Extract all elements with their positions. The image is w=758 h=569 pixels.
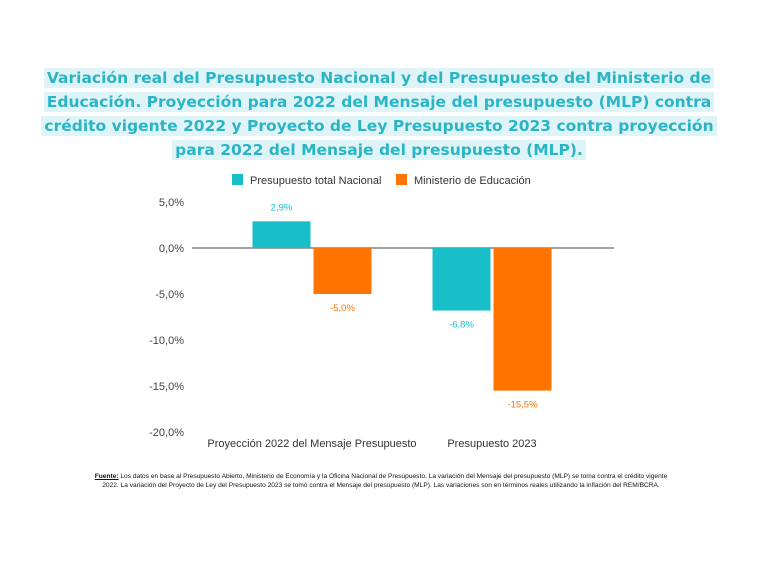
legend: Presupuesto total Nacional Ministerio de …: [232, 174, 531, 187]
data-label: -6,8%: [449, 320, 474, 331]
legend-swatch: [232, 174, 243, 185]
x-category-label: Presupuesto 2023: [447, 438, 536, 450]
y-tick-label: 0,0%: [159, 243, 184, 255]
y-tick-label: -5,0%: [155, 289, 184, 301]
y-tick-label: -15,0%: [149, 381, 184, 393]
x-category-label: Proyección 2022 del Mensaje Presupuesto: [207, 438, 416, 450]
bar: [432, 248, 491, 311]
data-label: -5,0%: [330, 303, 355, 314]
source-label: Fuente:: [94, 473, 119, 480]
source-text: Los datos en base al Presupuesto Abierto…: [102, 473, 668, 489]
data-label: -15,5%: [507, 400, 538, 411]
chart-title-wrap: Variación real del Presupuesto Nacional …: [40, 66, 718, 162]
y-tick-label: -10,0%: [149, 335, 184, 347]
bars: 2,9% -5,0% -6,8% -15,5%: [252, 202, 552, 411]
data-label: 2,9%: [271, 202, 293, 213]
legend-label: Ministerio de Educación: [414, 175, 531, 187]
y-tick-label: 5,0%: [159, 197, 184, 209]
bar: [252, 221, 311, 248]
legend-label: Presupuesto total Nacional: [250, 175, 381, 187]
legend-swatch: [396, 174, 407, 185]
y-tick-label: -20,0%: [149, 427, 184, 439]
bar: [493, 248, 552, 391]
x-axis-labels: Proyección 2022 del Mensaje Presupuesto P…: [207, 438, 536, 450]
source-note: Fuente: Los datos en base al Presupuesto…: [86, 472, 676, 490]
bar: [313, 248, 372, 294]
